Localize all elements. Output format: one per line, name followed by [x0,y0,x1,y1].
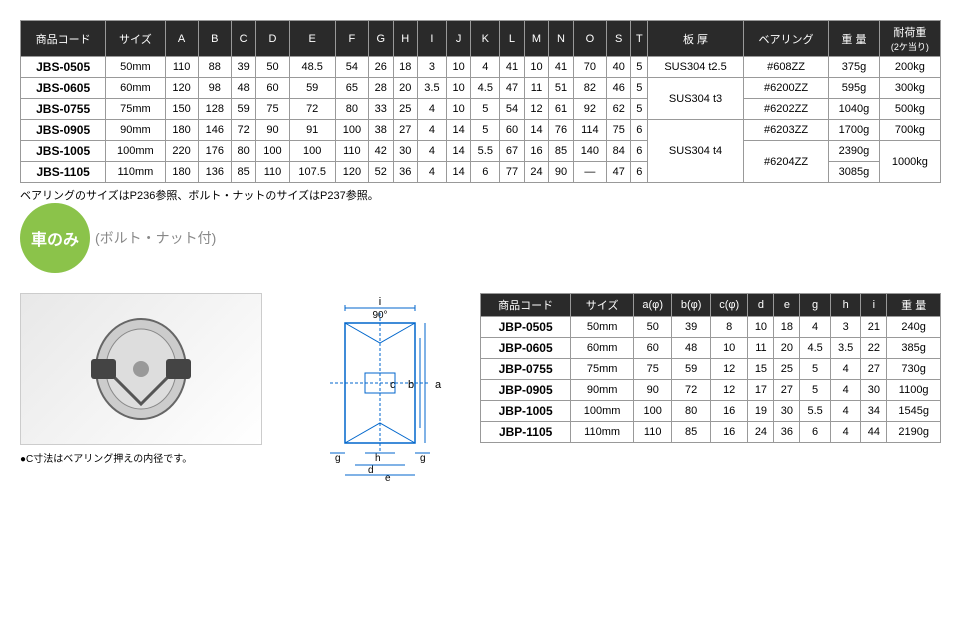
dimension-diagram: i 90° a b c g g h [290,293,470,483]
table-row: JBP-060560mm60481011204.53.522385g [481,338,941,359]
table2-header: 重 量 [887,294,941,317]
table1-header: M [524,21,549,57]
table1-header: ベアリング [743,21,828,57]
table1-header: C [231,21,256,57]
product-code: JBS-1105 [21,162,106,183]
table-row: JBS-075575mm1501285975728033254105541261… [21,99,941,120]
product-code: JBP-0905 [481,380,571,401]
table1-header: J [446,21,471,57]
svg-text:d: d [368,465,374,476]
table1-header: K [471,21,500,57]
table-row: JBS-050550mm11088395048.5542618310441104… [21,57,941,78]
product-code: JBS-0605 [21,78,106,99]
table2-header: h [830,294,861,317]
table2-header: e [774,294,800,317]
svg-text:a: a [435,379,442,391]
product-code: JBP-1105 [481,422,571,443]
table1-header: G [369,21,394,57]
table-row: JBP-090590mm907212172754301100g [481,380,941,401]
table1-header: E [289,21,335,57]
product-image [20,293,262,445]
table1-note: ベアリングのサイズはP236参照、ボルト・ナットのサイズはP237参照。 [20,187,941,203]
table1-header: サイズ [106,21,165,57]
svg-text:g: g [420,453,426,464]
table-row: JBP-050550mm5039810184321240g [481,317,941,338]
table1-header: A [165,21,198,57]
table-row: JBS-090590mm1801467290911003827414560147… [21,120,941,141]
table1-header: N [549,21,574,57]
table-row: JBP-075575mm75591215255427730g [481,359,941,380]
image-note: ●C寸法はベアリング押えの内径です。 [20,450,280,465]
section-2: 車のみ (ボルト・ナット付) ●C寸法はベアリング押えの内径です。 i 90° [20,203,941,483]
svg-text:g: g [335,453,341,464]
product-code: JBP-0605 [481,338,571,359]
table-row: JBP-1105110mm1108516243664442190g [481,422,941,443]
product-code: JBP-0755 [481,359,571,380]
table1-header: 耐荷重(2ケ当り) [879,21,940,57]
table-row: JBS-060560mm120984860596528203.5104.5471… [21,78,941,99]
table2-header: b(φ) [672,294,710,317]
product-code: JBS-0905 [21,120,106,141]
table2-header: d [748,294,774,317]
table1-header: B [198,21,231,57]
table1-header: H [393,21,418,57]
product-code: JBS-1005 [21,141,106,162]
spec-table-1: 商品コードサイズABCDEFGHIJKLMNOST板 厚ベアリング重 量耐荷重(… [20,20,941,183]
product-code: JBS-0755 [21,99,106,120]
product-code: JBS-0505 [21,57,106,78]
table-row: JBP-1005100mm100801619305.54341545g [481,401,941,422]
table1-header: 板 厚 [648,21,744,57]
table2-header: c(φ) [710,294,748,317]
table1-header: L [500,21,525,57]
product-code: JBP-0505 [481,317,571,338]
table1-header: I [418,21,447,57]
table2-header: i [861,294,887,317]
svg-text:b: b [408,379,414,391]
table1-header: S [606,21,631,57]
svg-text:h: h [375,453,381,464]
table1-header: T [631,21,648,57]
table-row: JBS-1005100mm2201768010010011042304145.5… [21,141,941,162]
table2-header: a(φ) [633,294,671,317]
table1-header: O [573,21,606,57]
table2-header: 商品コード [481,294,571,317]
table1-header: D [256,21,289,57]
svg-text:i: i [379,296,381,308]
product-code: JBP-1005 [481,401,571,422]
table2-header: g [800,294,831,317]
table1-header: 重 量 [829,21,880,57]
table1-header: 商品コード [21,21,106,57]
spec-table-2: 商品コードサイズa(φ)b(φ)c(φ)deghi重 量 JBP-050550m… [480,293,941,443]
table1-header: F [335,21,368,57]
section-badge: 車のみ [20,203,90,273]
table2-header: サイズ [571,294,634,317]
badge-subtitle: (ボルト・ナット付) [95,228,216,248]
